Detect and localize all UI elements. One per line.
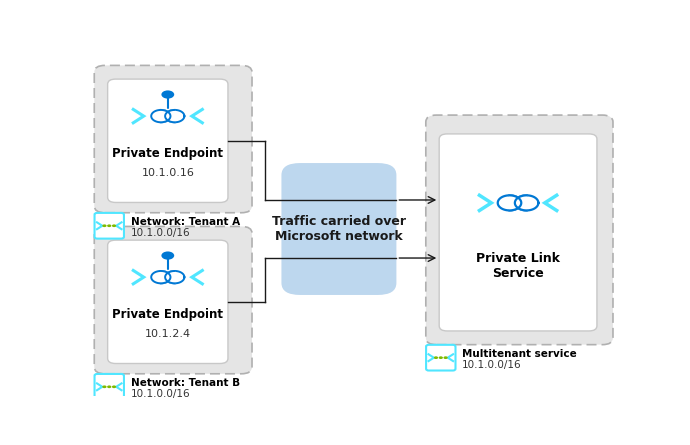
Text: Network: Tenant A: Network: Tenant A — [130, 217, 239, 227]
Text: Traffic carried over
Microsoft network: Traffic carried over Microsoft network — [272, 215, 406, 243]
Text: Private Endpoint: Private Endpoint — [112, 146, 224, 160]
Text: Multitenant service: Multitenant service — [462, 348, 577, 359]
Text: 10.1.0.16: 10.1.0.16 — [141, 168, 195, 178]
Text: Private Link
Service: Private Link Service — [476, 252, 560, 280]
Circle shape — [112, 224, 116, 227]
FancyBboxPatch shape — [282, 163, 396, 295]
Text: 10.1.0.0/16: 10.1.0.0/16 — [130, 389, 190, 399]
FancyBboxPatch shape — [108, 240, 228, 364]
Text: 10.1.0.0/16: 10.1.0.0/16 — [462, 360, 522, 370]
Polygon shape — [509, 195, 521, 210]
Circle shape — [434, 356, 438, 359]
Text: Private Endpoint: Private Endpoint — [112, 307, 224, 321]
Polygon shape — [165, 110, 175, 122]
Text: Network: Tenant B: Network: Tenant B — [130, 378, 239, 388]
FancyBboxPatch shape — [95, 213, 124, 239]
FancyBboxPatch shape — [95, 227, 252, 374]
FancyBboxPatch shape — [440, 134, 597, 331]
Circle shape — [444, 356, 448, 359]
Circle shape — [161, 251, 174, 260]
Circle shape — [112, 385, 116, 388]
Circle shape — [107, 385, 111, 388]
Circle shape — [161, 90, 174, 99]
Polygon shape — [161, 271, 170, 283]
FancyBboxPatch shape — [95, 65, 252, 213]
Polygon shape — [515, 195, 526, 210]
FancyBboxPatch shape — [426, 345, 455, 371]
FancyBboxPatch shape — [108, 79, 228, 202]
FancyBboxPatch shape — [95, 374, 124, 400]
FancyBboxPatch shape — [426, 115, 613, 344]
Text: 10.1.0.0/16: 10.1.0.0/16 — [130, 228, 190, 238]
Circle shape — [439, 356, 443, 359]
Text: 10.1.2.4: 10.1.2.4 — [145, 329, 191, 339]
Circle shape — [102, 385, 106, 388]
Circle shape — [102, 224, 106, 227]
Circle shape — [107, 224, 111, 227]
Polygon shape — [165, 271, 175, 283]
Polygon shape — [161, 110, 170, 122]
